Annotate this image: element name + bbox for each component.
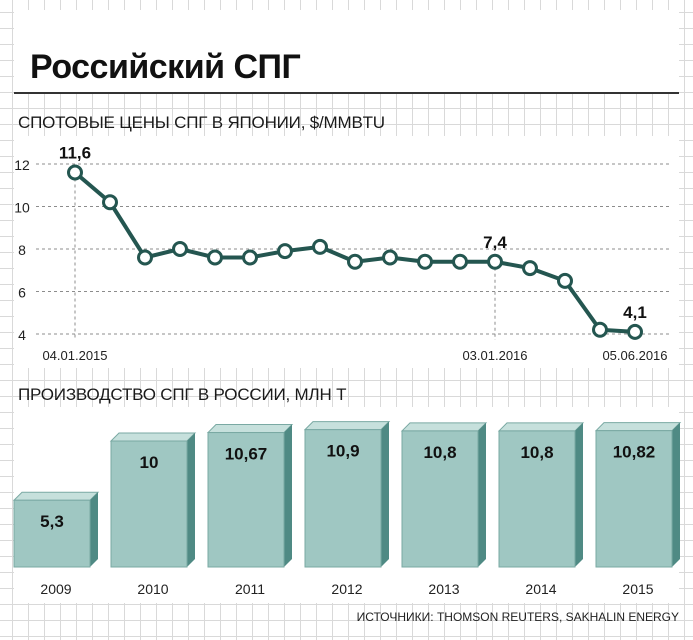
data-point [172, 241, 188, 257]
page-title: Российский СПГ [30, 48, 301, 86]
data-point [417, 253, 433, 270]
bar-value-label: 10,8 [423, 443, 456, 462]
data-point [67, 164, 83, 181]
data-label: 7,4 [483, 233, 507, 252]
x-category-label: 2014 [525, 581, 556, 597]
x-category-label: 2010 [137, 581, 168, 597]
x-category-label: 2009 [40, 581, 71, 597]
data-point [627, 323, 643, 340]
x-category-label: 2012 [331, 581, 362, 597]
data-point [312, 238, 328, 255]
y-tick-label: 12 [14, 157, 30, 173]
data-label: 11,6 [59, 144, 91, 163]
bar-side-face [381, 421, 389, 567]
bar-top-face [497, 422, 585, 432]
title-panel: Российский СПГ [14, 10, 679, 94]
data-point [277, 243, 293, 260]
source-note: ИСТОЧНИКИ: THOMSON REUTERS, SAKHALIN ENE… [356, 610, 679, 624]
data-point [207, 249, 223, 266]
bar-side-face [187, 433, 195, 567]
y-tick-label: 4 [18, 327, 26, 343]
x-tick-label: 03.01.2016 [462, 348, 527, 363]
bar-top-face [109, 432, 197, 442]
bar-chart-title: ПРОИЗВОДСТВО СПГ В РОССИИ, МЛН Т [18, 385, 347, 404]
bar [207, 432, 285, 568]
bar-top-face [206, 424, 294, 434]
x-tick-label: 05.06.2016 [602, 348, 667, 363]
bar-top-face [12, 491, 100, 501]
bar-value-label: 10,9 [326, 442, 359, 461]
line-chart-title: СПОТОВЫЕ ЦЕНЫ СПГ В ЯПОНИИ, $/MMBTU [18, 113, 385, 132]
data-point [242, 249, 258, 266]
bar-value-label: 10,67 [225, 445, 268, 464]
bar [110, 440, 188, 568]
x-category-label: 2011 [235, 581, 265, 597]
line-chart-panel [14, 136, 679, 368]
bar-value-label: 5,3 [40, 512, 64, 531]
bar-side-face [478, 422, 486, 567]
bar-value-label: 10,8 [520, 443, 553, 462]
y-tick-label: 8 [18, 242, 26, 258]
data-point [452, 253, 468, 270]
bar-side-face [575, 422, 583, 567]
data-point [522, 260, 538, 277]
bar-side-face [90, 492, 98, 567]
data-label: 4,1 [623, 303, 647, 322]
data-point [347, 253, 363, 270]
data-point [137, 249, 153, 266]
y-tick-label: 6 [18, 285, 26, 301]
bar-value-label: 10 [140, 453, 159, 472]
bar-value-label: 10,82 [613, 443, 656, 462]
bar [401, 430, 479, 568]
bar [498, 430, 576, 568]
x-tick-label: 04.01.2015 [42, 348, 107, 363]
bar-top-face [594, 422, 682, 432]
bar-top-face [400, 422, 488, 432]
data-point [487, 253, 503, 270]
bar [595, 430, 673, 568]
data-point [557, 272, 573, 289]
data-point [382, 249, 398, 266]
x-category-label: 2015 [622, 581, 653, 597]
bar-side-face [672, 422, 680, 567]
bar [13, 499, 91, 568]
y-tick-label: 10 [14, 200, 30, 216]
bar [304, 429, 382, 568]
x-category-label: 2013 [428, 581, 459, 597]
data-point [102, 194, 118, 211]
bar-top-face [303, 421, 391, 431]
data-point [592, 321, 608, 338]
bar-side-face [284, 424, 292, 567]
